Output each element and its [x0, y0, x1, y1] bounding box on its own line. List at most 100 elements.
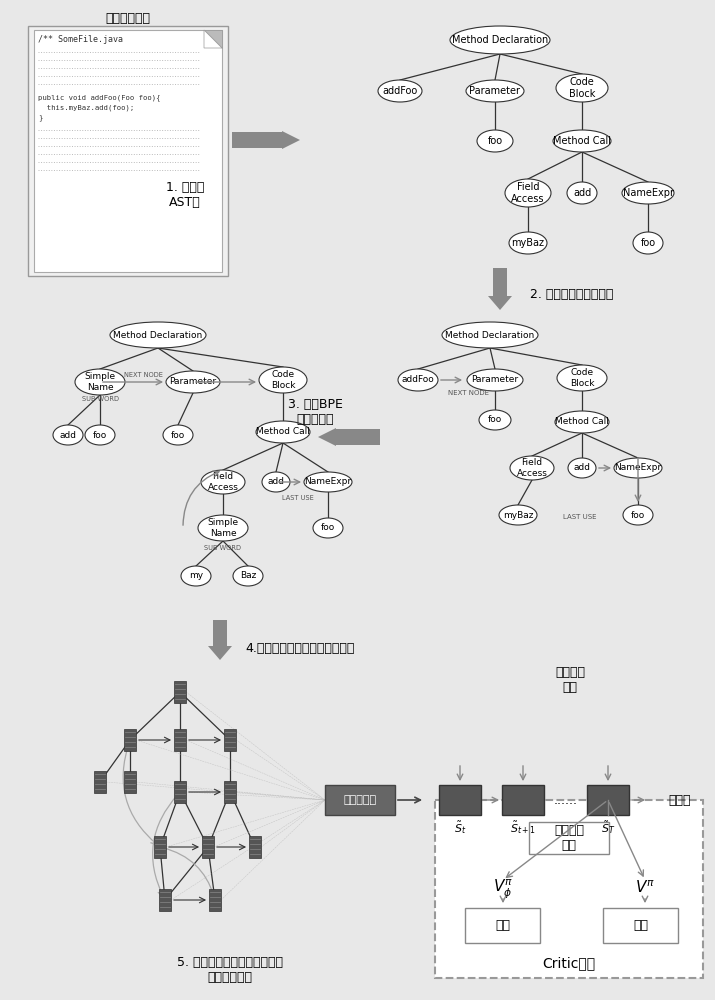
- Text: my: my: [189, 572, 203, 580]
- Text: 注意力机制: 注意力机制: [343, 795, 377, 805]
- Text: Method Declaration: Method Declaration: [452, 35, 548, 45]
- Text: $\tilde{S}_t$: $\tilde{S}_t$: [454, 819, 466, 836]
- Ellipse shape: [510, 456, 554, 480]
- Polygon shape: [488, 296, 512, 310]
- Ellipse shape: [262, 472, 290, 492]
- Text: add: add: [59, 430, 77, 440]
- Bar: [213, 620, 227, 646]
- Text: NameExpr: NameExpr: [623, 188, 674, 198]
- Ellipse shape: [85, 425, 115, 445]
- Ellipse shape: [467, 369, 523, 391]
- Text: $\tilde{S}_{t+1}$: $\tilde{S}_{t+1}$: [510, 819, 536, 836]
- Ellipse shape: [233, 566, 263, 586]
- FancyBboxPatch shape: [154, 836, 166, 858]
- Text: foo: foo: [93, 430, 107, 440]
- Ellipse shape: [466, 80, 524, 102]
- FancyBboxPatch shape: [124, 771, 136, 793]
- Text: Simple
Name: Simple Name: [84, 372, 116, 392]
- Text: Method Call: Method Call: [553, 136, 611, 146]
- Text: foo: foo: [488, 136, 503, 146]
- Text: 4.编码阶段，得到图节点的向量: 4.编码阶段，得到图节点的向量: [245, 642, 355, 654]
- Polygon shape: [318, 428, 336, 446]
- Text: foo: foo: [171, 430, 185, 440]
- Text: Field
Access: Field Access: [516, 458, 548, 478]
- FancyBboxPatch shape: [124, 729, 136, 751]
- Ellipse shape: [163, 425, 193, 445]
- FancyBboxPatch shape: [174, 681, 186, 703]
- Text: Code
Block: Code Block: [271, 370, 295, 390]
- Ellipse shape: [442, 322, 538, 348]
- Text: foo: foo: [488, 416, 502, 424]
- Ellipse shape: [259, 367, 307, 393]
- Text: 5. 解码阶段，基于注意力机制
完成解码工作: 5. 解码阶段，基于注意力机制 完成解码工作: [177, 956, 283, 984]
- Text: Parameter: Parameter: [470, 86, 521, 96]
- FancyBboxPatch shape: [502, 785, 544, 815]
- Bar: [336, 429, 380, 445]
- Text: NameExpr: NameExpr: [305, 478, 352, 487]
- Ellipse shape: [313, 518, 343, 538]
- Ellipse shape: [623, 505, 653, 525]
- FancyBboxPatch shape: [159, 889, 171, 911]
- Text: Field
Access: Field Access: [207, 472, 238, 492]
- Ellipse shape: [633, 232, 663, 254]
- Text: NEXT NODE: NEXT NODE: [124, 372, 162, 378]
- Text: add: add: [573, 188, 591, 198]
- Ellipse shape: [198, 515, 248, 541]
- Text: foo: foo: [641, 238, 656, 248]
- Text: foo: foo: [631, 510, 645, 520]
- Text: SUB WORD: SUB WORD: [82, 396, 119, 402]
- FancyBboxPatch shape: [249, 836, 261, 858]
- Ellipse shape: [567, 182, 597, 204]
- Ellipse shape: [556, 74, 608, 102]
- Bar: [493, 268, 507, 296]
- Ellipse shape: [75, 369, 125, 395]
- Ellipse shape: [622, 182, 674, 204]
- Text: Critic网络: Critic网络: [543, 956, 596, 970]
- Text: Method Declaration: Method Declaration: [445, 330, 535, 340]
- Text: 奖励: 奖励: [633, 919, 648, 932]
- Text: 解码器: 解码器: [668, 794, 691, 806]
- FancyBboxPatch shape: [209, 889, 221, 911]
- Ellipse shape: [499, 505, 537, 525]
- Text: 基线: 基线: [495, 919, 510, 932]
- Ellipse shape: [509, 232, 547, 254]
- Text: NameExpr: NameExpr: [614, 464, 661, 473]
- FancyBboxPatch shape: [325, 785, 395, 815]
- Text: 多层神经
网络: 多层神经 网络: [554, 824, 584, 852]
- Text: Method Declaration: Method Declaration: [114, 330, 202, 340]
- Polygon shape: [204, 30, 222, 48]
- Text: Baz: Baz: [240, 572, 256, 580]
- Text: Parameter: Parameter: [169, 377, 217, 386]
- FancyBboxPatch shape: [94, 771, 106, 793]
- Ellipse shape: [378, 80, 422, 102]
- Text: }: }: [38, 115, 42, 121]
- Text: LAST USE: LAST USE: [563, 514, 597, 520]
- Polygon shape: [282, 131, 300, 149]
- FancyBboxPatch shape: [587, 785, 629, 815]
- Text: myBaz: myBaz: [503, 510, 533, 520]
- Ellipse shape: [477, 130, 513, 152]
- Text: 输出解码
序列: 输出解码 序列: [555, 666, 585, 694]
- Text: NEXT NODE: NEXT NODE: [448, 390, 488, 396]
- Text: SUB WORD: SUB WORD: [204, 545, 242, 551]
- Text: /** SomeFile.java: /** SomeFile.java: [38, 34, 123, 43]
- Text: Field
Access: Field Access: [511, 182, 545, 204]
- Text: $\tilde{S}_T$: $\tilde{S}_T$: [601, 819, 615, 836]
- Text: addFoo: addFoo: [402, 375, 435, 384]
- Text: LAST USE: LAST USE: [282, 495, 314, 501]
- Text: Simple
Name: Simple Name: [207, 518, 239, 538]
- Text: $V_\phi^\pi$: $V_\phi^\pi$: [493, 876, 513, 900]
- Ellipse shape: [553, 130, 611, 152]
- FancyBboxPatch shape: [174, 781, 186, 803]
- Ellipse shape: [555, 411, 609, 433]
- Text: addFoo: addFoo: [383, 86, 418, 96]
- Ellipse shape: [614, 458, 662, 478]
- FancyBboxPatch shape: [439, 785, 481, 815]
- FancyBboxPatch shape: [28, 26, 228, 276]
- Text: add: add: [573, 464, 591, 473]
- Text: Method Call: Method Call: [555, 418, 609, 426]
- Ellipse shape: [256, 421, 310, 443]
- Ellipse shape: [479, 410, 511, 430]
- Ellipse shape: [505, 179, 551, 207]
- Text: ......: ......: [554, 794, 578, 806]
